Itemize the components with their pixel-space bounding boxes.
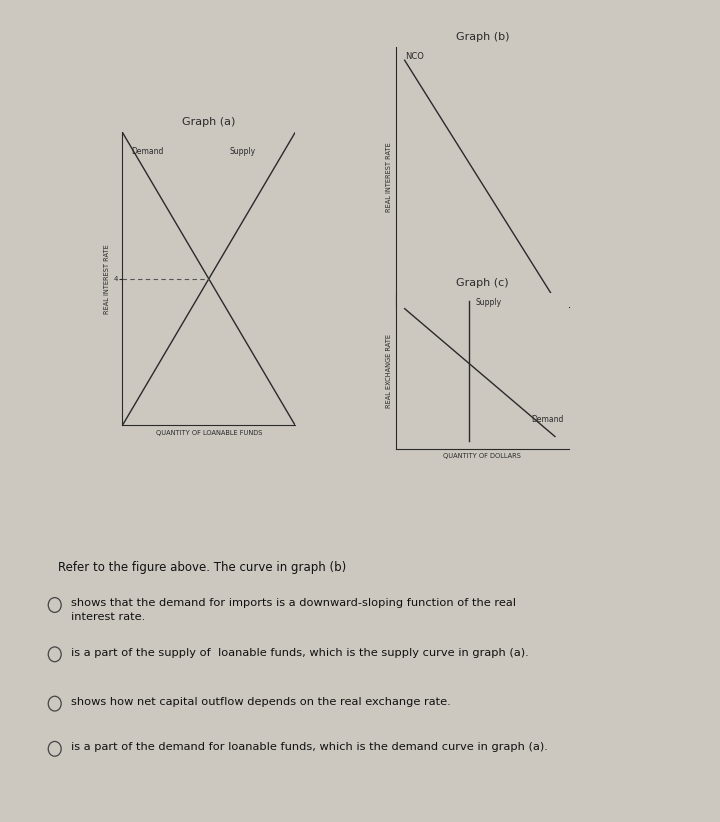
Title: Graph (b): Graph (b)	[456, 32, 509, 42]
Text: shows how net capital outflow depends on the real exchange rate.: shows how net capital outflow depends on…	[71, 697, 450, 707]
Text: NCO: NCO	[405, 53, 423, 62]
Text: Demand: Demand	[131, 147, 163, 156]
Y-axis label: REAL INTEREST RATE: REAL INTEREST RATE	[386, 142, 392, 212]
Text: is a part of the demand for loanable funds, which is the demand curve in graph (: is a part of the demand for loanable fun…	[71, 742, 547, 752]
Title: Graph (a): Graph (a)	[182, 118, 235, 127]
Text: Supply: Supply	[230, 147, 256, 156]
X-axis label: NET CAPITAL OUTFLOW: NET CAPITAL OUTFLOW	[444, 312, 521, 317]
Text: shows that the demand for imports is a downward-sloping function of the real
int: shows that the demand for imports is a d…	[71, 598, 516, 621]
Text: Supply: Supply	[475, 298, 502, 307]
Y-axis label: REAL INTEREST RATE: REAL INTEREST RATE	[104, 244, 109, 314]
Title: Graph (c): Graph (c)	[456, 278, 509, 288]
Text: Refer to the figure above. The curve in graph (b): Refer to the figure above. The curve in …	[58, 561, 346, 575]
X-axis label: QUANTITY OF LOANABLE FUNDS: QUANTITY OF LOANABLE FUNDS	[156, 430, 262, 436]
Text: Demand: Demand	[531, 415, 563, 423]
Y-axis label: REAL EXCHANGE RATE: REAL EXCHANGE RATE	[386, 334, 392, 408]
X-axis label: QUANTITY OF DOLLARS: QUANTITY OF DOLLARS	[444, 453, 521, 459]
Text: is a part of the supply of  loanable funds, which is the supply curve in graph (: is a part of the supply of loanable fund…	[71, 648, 528, 658]
